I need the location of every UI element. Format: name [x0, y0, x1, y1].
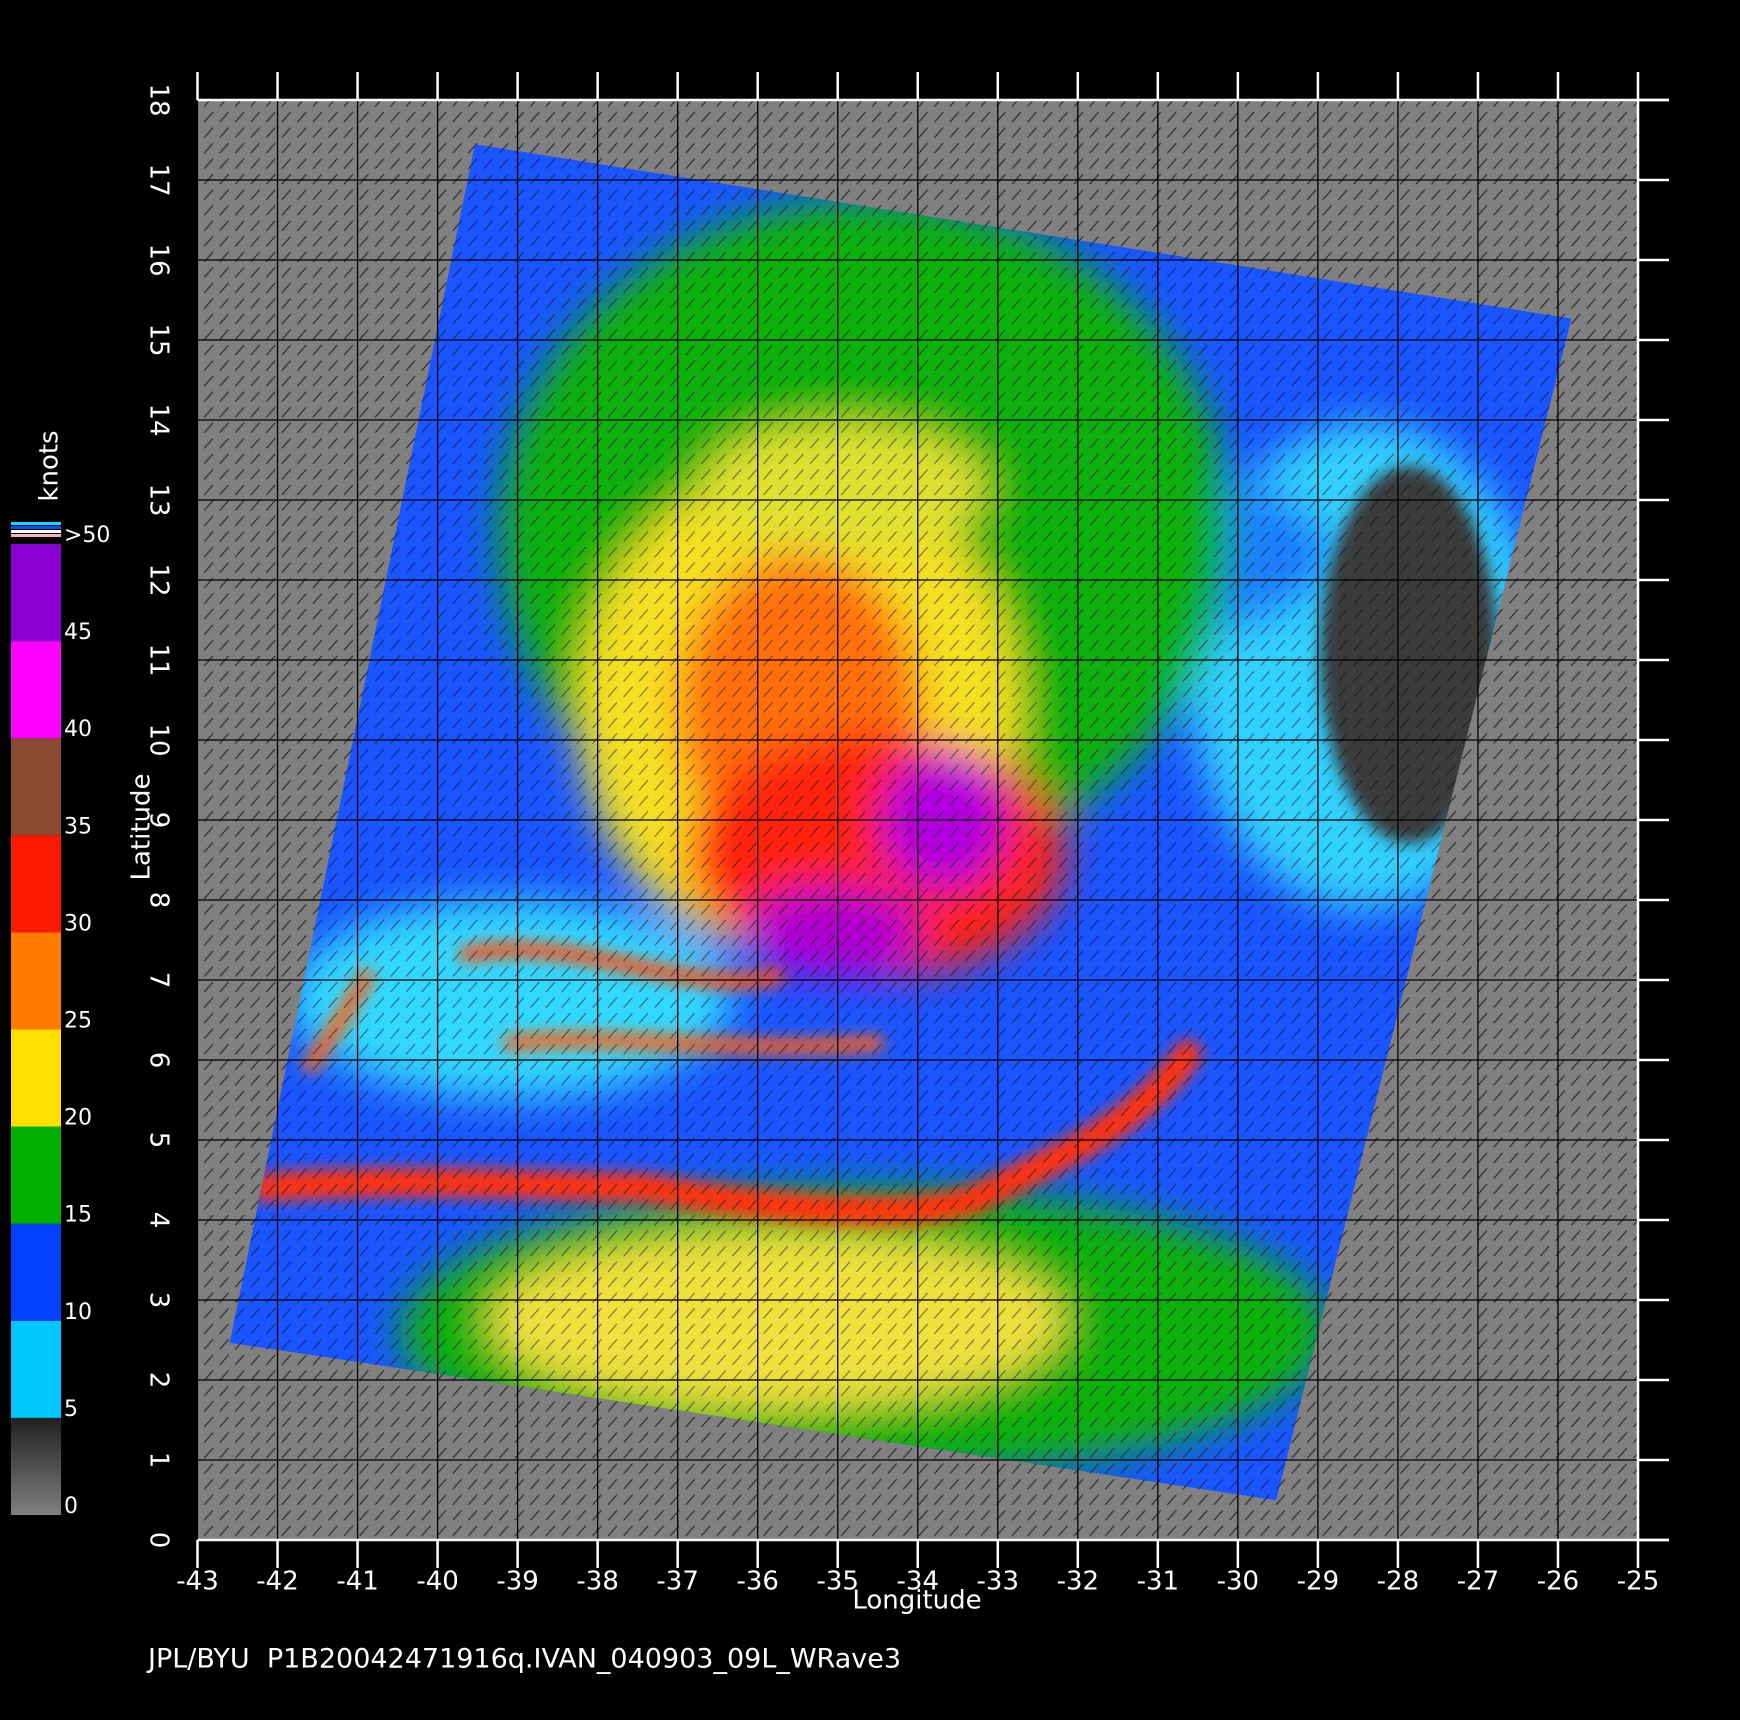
x-tick-label: -31	[1137, 1567, 1179, 1597]
x-tick-label: -43	[176, 1567, 218, 1597]
y-axis-label: Latitude	[127, 773, 157, 880]
x-tick-label: -40	[416, 1567, 458, 1597]
y-tick-label: 17	[144, 163, 174, 196]
y-tick-label: 14	[144, 403, 174, 436]
colorbar-segment	[11, 1126, 61, 1224]
x-tick-label: -39	[496, 1567, 538, 1597]
x-tick-label: -37	[656, 1567, 698, 1597]
colorbar-segment	[11, 544, 61, 642]
y-tick-label: 18	[144, 83, 174, 116]
x-tick-label: -30	[1217, 1567, 1259, 1597]
colorbar-tick-label: 35	[64, 814, 92, 839]
x-tick-label: -35	[816, 1567, 858, 1597]
colorbar-tick-label: >50	[64, 523, 110, 548]
colorbar-tick-label: 40	[64, 717, 92, 742]
x-tick-label: -42	[256, 1567, 298, 1597]
x-axis-label: Longitude	[852, 1586, 981, 1616]
y-tick-label: 11	[144, 643, 174, 676]
colorbar-segment	[11, 738, 61, 836]
y-tick-label: 16	[144, 243, 174, 276]
x-tick-label: -29	[1297, 1567, 1339, 1597]
x-tick-label: -28	[1377, 1567, 1419, 1597]
y-tick-label: 0	[144, 1532, 174, 1549]
colorbar-tick-label: 0	[64, 1494, 78, 1519]
colorbar-segment	[11, 1417, 61, 1515]
colorbar-tick-label: 30	[64, 911, 92, 936]
x-tick-label: -27	[1457, 1567, 1499, 1597]
colorbar-tick-label: 20	[64, 1106, 92, 1131]
y-tick-label: 15	[144, 323, 174, 356]
x-tick-label: -41	[336, 1567, 378, 1597]
colorbar-segment	[11, 835, 61, 933]
y-tick-label: 1	[144, 1452, 174, 1469]
colorbar-tick-label: 25	[64, 1009, 92, 1034]
x-tick-label: -33	[977, 1567, 1019, 1597]
x-tick-label: -38	[576, 1567, 618, 1597]
colorbar-label: knots	[35, 430, 65, 501]
y-tick-label: 10	[144, 723, 174, 756]
colorbar-segment	[11, 1029, 61, 1127]
colorbar-tick-label: 5	[64, 1397, 78, 1422]
y-tick-label: 2	[144, 1372, 174, 1389]
x-tick-label: -36	[736, 1567, 778, 1597]
caption: JPL/BYU P1B20042471916q.IVAN_040903_09L_…	[146, 1644, 901, 1675]
y-tick-label: 12	[144, 563, 174, 596]
colorbar-segment	[11, 641, 61, 739]
y-tick-label: 6	[144, 1052, 174, 1069]
y-tick-label: 5	[144, 1132, 174, 1149]
colorbar-tick-label: 10	[64, 1300, 92, 1325]
x-tick-label: -25	[1617, 1567, 1659, 1597]
colorbar-segment	[11, 932, 61, 1030]
y-tick-label: 8	[144, 892, 174, 909]
y-tick-label: 4	[144, 1212, 174, 1229]
y-tick-label: 9	[144, 812, 174, 829]
x-tick-label: -26	[1537, 1567, 1579, 1597]
y-tick-label: 13	[144, 483, 174, 516]
colorbar-segment	[11, 1223, 61, 1321]
y-tick-label: 7	[144, 972, 174, 989]
colorbar-segment	[11, 1320, 61, 1418]
x-tick-label: -32	[1057, 1567, 1099, 1597]
y-tick-label: 3	[144, 1292, 174, 1309]
colorbar-tick-label: 15	[64, 1203, 92, 1228]
x-tick-label: -34	[897, 1567, 939, 1597]
colorbar-tick-label: 45	[64, 620, 92, 645]
wind-swath	[197, 99, 1638, 1541]
colorbar-top-stripes	[11, 522, 61, 537]
